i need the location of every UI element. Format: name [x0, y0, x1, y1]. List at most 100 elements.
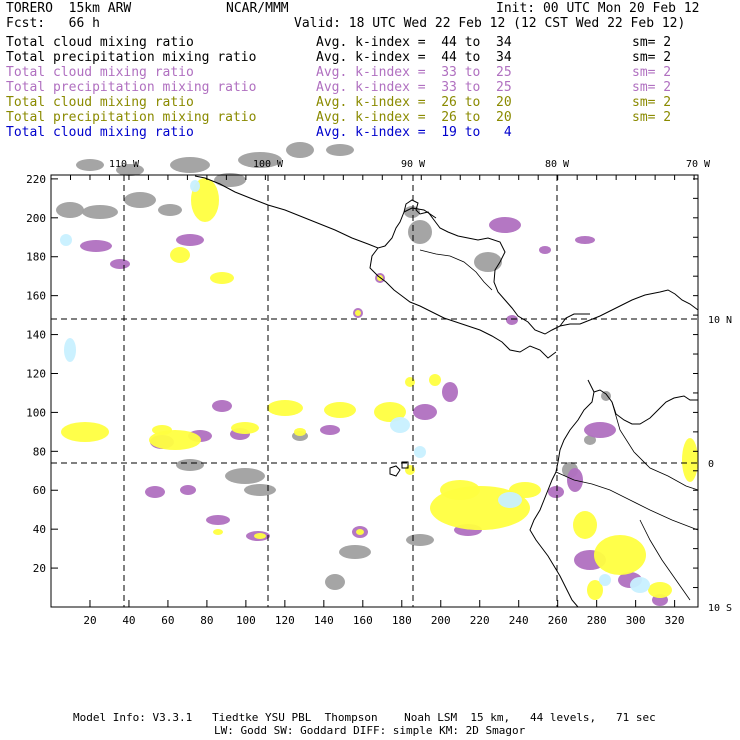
field-blob-yellow — [355, 310, 361, 316]
border-peru — [555, 471, 699, 531]
field-blob-gray — [56, 202, 84, 218]
x-tick-label: 40 — [122, 614, 135, 627]
x-tick-label: 280 — [587, 614, 607, 627]
coastline-north — [194, 175, 699, 335]
field-blob-gray — [176, 459, 204, 471]
border-colombia-ecuador — [611, 401, 699, 491]
field-blob-yellow — [324, 402, 356, 418]
legend-sm-6: sm= 2 — [632, 110, 672, 125]
model-title: TORERO 15km ARW — [6, 1, 132, 16]
lon-label: 100 W — [253, 159, 284, 170]
field-blob-purple — [206, 515, 230, 525]
y-tick-label: 20 — [33, 562, 46, 575]
field-blob-lightblue — [190, 180, 200, 192]
field-blob-yellow — [170, 247, 190, 263]
field-blob-purple — [548, 486, 564, 498]
lat-lon-gridlines — [51, 175, 698, 607]
field-blob-gray — [406, 534, 434, 546]
forecast-hour: Fcst: 66 h — [6, 16, 100, 31]
x-tick-label: 80 — [200, 614, 213, 627]
legend-sm-4: sm= 2 — [632, 80, 672, 95]
field-blob-gray — [238, 152, 282, 168]
field-blob-yellow — [573, 511, 597, 539]
lat-label: 10 N — [708, 315, 732, 326]
galapagos-island-2 — [401, 461, 409, 469]
field-blob-purple — [413, 404, 437, 420]
legend-sm-1: sm= 2 — [632, 35, 672, 50]
field-blob-gray — [124, 192, 156, 208]
galapagos-island — [389, 465, 401, 477]
y-tick-label: 220 — [26, 173, 46, 186]
lat-label: 0 — [708, 459, 714, 470]
field-blob-yellow — [254, 533, 266, 539]
legend-field-7: Total cloud mixing ratio — [6, 125, 194, 140]
x-tick-label: 120 — [275, 614, 295, 627]
legend-kindex-6: Avg. k-index = 26 to 20 — [316, 110, 512, 125]
legend-field-4: Total precipitation mixing ratio — [6, 80, 257, 95]
field-blob-purple — [489, 217, 521, 233]
field-blob-gray — [244, 484, 276, 496]
field-blob-yellow — [374, 402, 406, 422]
field-blob-gray — [225, 468, 265, 484]
field-blob-lightblue — [390, 417, 410, 433]
field-blob-yellow — [594, 535, 646, 575]
init-time: Init: 00 UTC Mon 20 Feb 12 — [496, 1, 700, 16]
x-tick-label: 240 — [509, 614, 529, 627]
legend-sm-2: sm= 2 — [632, 50, 672, 65]
legend-sm-5: sm= 2 — [632, 95, 672, 110]
y-tick-label: 100 — [26, 406, 46, 419]
coastlines — [194, 175, 699, 608]
y-tick-label: 60 — [33, 484, 46, 497]
border-brazil — [639, 519, 691, 601]
org-label: NCAR/MMM — [226, 1, 289, 16]
footer-physics: LW: Godd SW: Goddard DIFF: simple KM: 2D… — [214, 724, 526, 737]
field-blob-purple — [320, 425, 340, 435]
field-blob-lightblue — [498, 492, 522, 508]
x-tick-label: 20 — [83, 614, 96, 627]
legend-kindex-7: Avg. k-index = 19 to 4 — [316, 125, 512, 140]
field-blob-gray — [584, 435, 596, 445]
field-blob-purple — [539, 246, 551, 254]
field-blob-purple — [110, 259, 130, 269]
field-blob-gray — [170, 157, 210, 173]
y-tick-label: 120 — [26, 367, 46, 380]
field-blob-lightblue — [414, 446, 426, 458]
legend-field-2: Total precipitation mixing ratio — [6, 50, 257, 65]
y-tick-label: 40 — [33, 523, 46, 536]
x-tick-label: 180 — [392, 614, 412, 627]
field-blob-gray — [82, 205, 118, 219]
lon-label: 70 W — [686, 159, 711, 170]
field-blob-purple — [212, 400, 232, 412]
x-tick-label: 140 — [314, 614, 334, 627]
x-tick-label: 200 — [431, 614, 451, 627]
x-tick-label: 260 — [548, 614, 568, 627]
field-blob-gray — [325, 574, 345, 590]
legend-field-5: Total cloud mixing ratio — [6, 95, 194, 110]
legend-kindex-5: Avg. k-index = 26 to 20 — [316, 95, 512, 110]
field-blob-gray — [474, 252, 502, 272]
coastline-yucatan — [403, 207, 437, 219]
y-tick-label: 140 — [26, 329, 46, 342]
valid-time: Valid: 18 UTC Wed 22 Feb 12 (12 CST Wed … — [294, 16, 686, 31]
field-blob-yellow — [682, 438, 698, 482]
field-blob-lightblue — [64, 338, 76, 362]
field-blob-gray — [116, 164, 144, 176]
field-blob-gray — [76, 159, 104, 171]
x-tick-label: 160 — [353, 614, 373, 627]
y-tick-label: 160 — [26, 290, 46, 303]
y-tick-label: 80 — [33, 445, 46, 458]
field-blob-yellow — [648, 582, 672, 598]
field-blob-purple — [575, 236, 595, 244]
x-tick-label: 60 — [161, 614, 174, 627]
legend-kindex-2: Avg. k-index = 44 to 34 — [316, 50, 512, 65]
field-blob-yellow — [356, 529, 364, 535]
field-blob-gray — [601, 391, 611, 401]
field-blob-yellow — [213, 529, 223, 535]
border-central-america — [419, 249, 493, 291]
hydrometeor-fields — [56, 142, 698, 606]
field-blob-yellow — [267, 400, 303, 416]
field-blob-gray — [408, 220, 432, 244]
field-blob-purple — [145, 486, 165, 498]
field-blob-yellow — [152, 425, 172, 435]
